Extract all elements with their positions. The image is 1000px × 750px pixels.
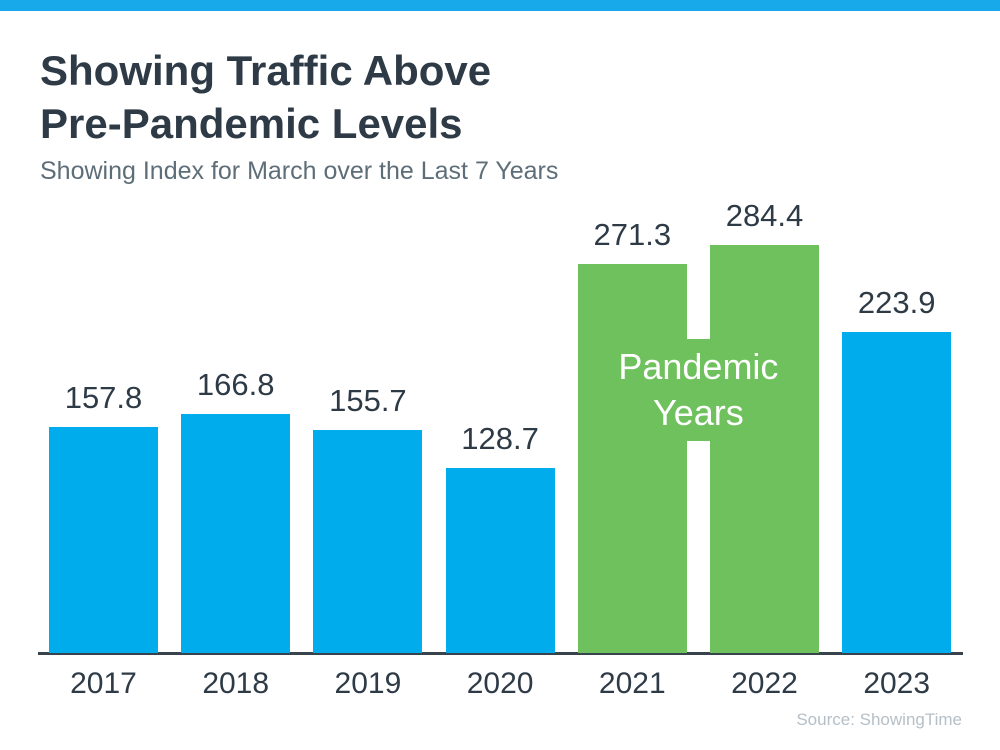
chart-title-line-1: Showing Traffic Above <box>40 47 492 94</box>
x-axis-label-2022: 2022 <box>731 667 798 700</box>
x-axis-line <box>38 652 963 655</box>
pandemic-years-band: Pandemic Years <box>577 339 819 441</box>
x-axis-label-2021: 2021 <box>598 667 666 700</box>
x-axis-label-2017: 2017 <box>70 667 137 700</box>
source-attribution: Source: ShowingTime <box>796 710 962 729</box>
x-axis-label-2019: 2019 <box>334 667 402 700</box>
value-label-2023: 223.9 <box>857 284 936 320</box>
x-axis-label-2023: 2023 <box>863 667 931 700</box>
value-label-2018: 166.8 <box>196 366 275 402</box>
bar-2019 <box>313 429 423 653</box>
bar-2017 <box>49 426 158 653</box>
top-accent-bar <box>0 0 1000 11</box>
value-label-2021: 271.3 <box>593 216 672 252</box>
bar-2023 <box>842 331 952 653</box>
value-label-2022: 284.4 <box>725 197 804 233</box>
bar-2021 <box>577 263 687 653</box>
chart-title-line-2: Pre-Pandemic Levels <box>40 100 463 147</box>
x-axis-label-2020: 2020 <box>466 667 534 700</box>
chart-header: Showing Traffic Above Pre-Pandemic Level… <box>40 44 558 186</box>
pandemic-years-label: Pandemic Years <box>618 346 779 433</box>
bar-2018 <box>181 413 291 653</box>
bar-2020 <box>445 468 555 653</box>
bar-2022 <box>710 244 819 653</box>
value-label-2020: 128.7 <box>461 421 539 457</box>
chart-subtitle: Showing Index for March over the Last 7 … <box>40 157 559 185</box>
x-axis-label-2018: 2018 <box>202 667 270 700</box>
value-label-2019: 155.7 <box>329 382 407 418</box>
value-label-2017: 157.8 <box>64 379 143 415</box>
